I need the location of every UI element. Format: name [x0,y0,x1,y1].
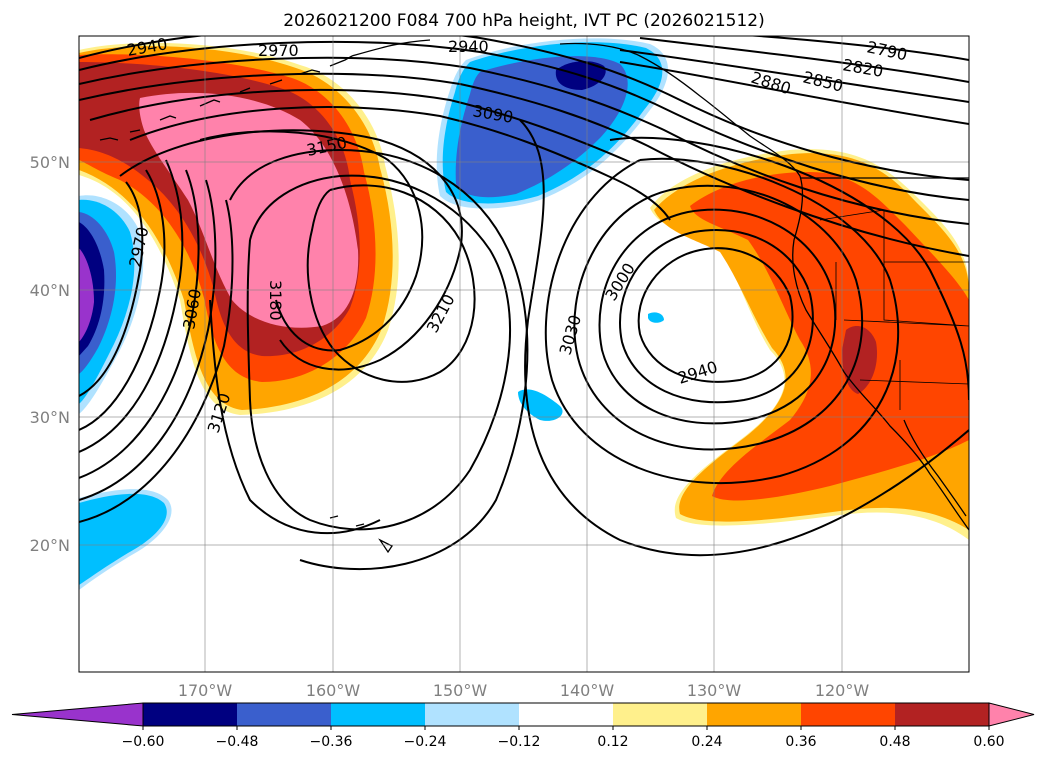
colorbar-segment [331,703,425,726]
lat-label: 20°N [30,536,70,555]
ivt-fill-deepskyblue-sw [79,493,167,585]
map-panel: 2940 2970 2940 2790 2820 2850 2880 3090 … [79,34,969,672]
colorbar-tick-label: 0.48 [879,734,910,750]
map-title: 2026021200 F084 700 hPa height, IVT PC (… [283,11,765,31]
contour-3060-north [89,89,631,163]
latitude-labels: 50°N 40°N 30°N 20°N [30,153,70,555]
hawaii [329,515,393,554]
colorbar-tick-label: −0.12 [498,734,541,750]
colorbar-tick-label: −0.24 [404,734,447,750]
contour-3000 [598,208,837,425]
contour-label: 2970 [258,41,299,60]
contour-3090 [129,106,671,221]
contour-label: 3180 [266,280,285,321]
colorbar: −0.60 −0.48 −0.36 −0.24 −0.12 0.12 0.24 0.36 0.4… [11,702,1035,750]
gridlines [79,36,969,672]
contour-3210 [306,184,476,383]
colorbar-extend-high [988,702,1035,727]
lon-label: 160°W [306,681,361,700]
colorbar-segment [519,703,613,726]
contour-3030 [573,184,864,451]
contour-3180 [199,130,424,352]
contour-2820 [639,37,969,83]
contour-3120-west [79,199,234,523]
contour-2880 [619,61,969,125]
contour-ridge-1 [246,174,512,531]
colorbar-segment [707,703,801,726]
ivt-fill-purple-west [79,248,94,342]
ivt-fill-orangered-east [690,172,969,501]
ivt-fill-deepskyblue-center [518,389,563,421]
colorbar-extend-low [11,702,144,727]
ivt-fill-pink [139,92,359,328]
contour-2970-west [79,181,144,397]
lon-label: 170°W [178,681,233,700]
colorbar-segment [895,703,989,726]
colorbar-segment [801,703,895,726]
lat-label: 50°N [30,153,70,172]
colorbar-tick-label: 0.60 [973,734,1004,750]
colorbar-tick-label: 0.24 [691,734,722,750]
contour-ridge-2 [229,148,529,571]
colorbar-outline [142,702,990,727]
longitude-labels: 170°W 160°W 150°W 140°W 130°W 120°W [178,681,870,700]
contour-2850 [619,49,969,103]
map-frame [78,35,970,673]
contour-3120-east [519,119,969,557]
contour-label: 2940 [125,34,168,60]
alaska-coast [351,39,801,177]
contour-ridge-3 [209,299,381,535]
contour-2940-low [637,247,794,383]
colorbar-segment [425,703,519,726]
contour-2970-low [619,229,814,404]
baja-coast [903,419,967,517]
ivt-fill-deepskyblue-dot [648,312,664,323]
north-america-coast [792,175,969,531]
contour-2940-north [79,36,969,181]
state-borders [819,209,969,410]
colorbar-tick-label: −0.60 [122,734,165,750]
colorbar-tick-label: 0.36 [785,734,816,750]
contour-label: 2940 [448,37,489,56]
colorbar-segment [143,703,237,726]
contour-3060-west [79,169,200,479]
lat-label: 30°N [30,408,70,427]
contour-3060-trough [544,157,900,485]
lat-label: 40°N [30,281,70,300]
colorbar-tick-label: 0.12 [597,734,628,750]
coastlines [99,39,969,554]
contour-3030-west [79,159,184,453]
contour-3090-trough [609,136,969,401]
lon-label: 130°W [687,681,742,700]
lon-label: 150°W [433,681,488,700]
contour-3000-north [79,56,969,225]
lon-label: 120°W [815,681,870,700]
aleutian-islands [99,55,353,141]
ivt-fill-firebrick-east [842,326,878,394]
colorbar-segment [237,703,331,726]
contour-2970-north [79,40,969,201]
height-contours [79,36,969,571]
lon-label: 140°W [560,681,615,700]
contour-2790 [745,36,969,61]
colorbar-tick-label: −0.36 [310,734,353,750]
contour-labels: 2940 2970 2940 2790 2820 2850 2880 3090 … [125,34,909,435]
contour-3090-west [79,179,217,501]
colorbar-tick-label: −0.48 [216,734,259,750]
colorbar-segment [613,703,707,726]
